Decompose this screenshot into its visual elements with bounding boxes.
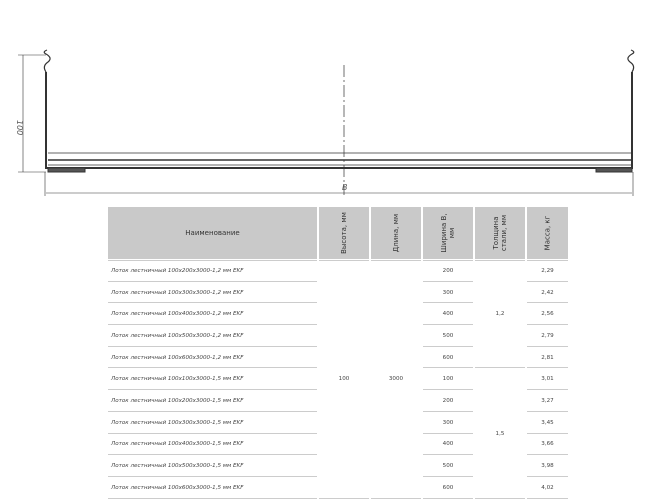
- product-name: Лоток лестничный 100х500х3000-1,2 мм EKF: [108, 326, 317, 347]
- product-name: Лоток лестничный 100х300х3000-1,2 мм EKF: [108, 282, 317, 304]
- width-value: 300: [423, 412, 473, 434]
- product-name: Лоток лестничный 100х500х3000-1,5 мм EKF: [108, 456, 317, 477]
- table-row: Лоток лестничный 100х200х3000-1,2 мм EKF…: [108, 260, 568, 499]
- width-value: 200: [423, 260, 473, 282]
- mass-value: 3,01: [527, 369, 568, 391]
- width-value: 400: [423, 434, 473, 456]
- table-row: Лоток лестничный 100х400х3000-1,5 мм EKF…: [108, 434, 568, 456]
- product-name: Лоток лестничный 100х200х3000-1,2 мм EKF: [108, 260, 317, 282]
- height-dimension-label: 100: [15, 120, 24, 135]
- table-row: Лоток лестничный 100х300х3000-1,5 мм EKF…: [108, 412, 568, 434]
- width-dimension-label: B: [342, 183, 348, 192]
- header-height: Высота, мм: [319, 207, 369, 259]
- width-value: 300: [423, 282, 473, 304]
- mass-value: 2,79: [527, 326, 568, 347]
- tray-cross-section-drawing: 100 B: [15, 49, 635, 196]
- product-name: Лоток лестничный 100х600х3000-1,2 мм EKF: [108, 347, 317, 369]
- mass-value: 2,56: [527, 304, 568, 326]
- width-value: 400: [423, 304, 473, 326]
- length-value: 3000: [371, 260, 421, 499]
- header-name: Наименование: [108, 207, 317, 259]
- product-name: Лоток лестничный 100х600х3000-1,5 мм EKF: [108, 477, 317, 499]
- height-value: 100: [319, 260, 369, 499]
- table-row: Лоток лестничный 100х500х3000-1,2 мм EKF…: [108, 326, 568, 347]
- width-value: 200: [423, 391, 473, 412]
- header-thickness: Толщина стали, мм: [475, 207, 525, 259]
- mass-value: 3,98: [527, 456, 568, 477]
- product-name: Лоток лестничный 100х400х3000-1,5 мм EKF: [108, 434, 317, 456]
- width-value: 100: [423, 369, 473, 391]
- thickness-value: 1,2: [475, 260, 525, 369]
- header-mass: Масса, кг: [527, 207, 568, 259]
- width-value: 500: [423, 326, 473, 347]
- width-value: 600: [423, 477, 473, 499]
- table-row: Лоток лестничный 100х200х3000-1,5 мм EKF…: [108, 391, 568, 412]
- width-value: 600: [423, 347, 473, 369]
- product-name: Лоток лестничный 100х100х3000-1,5 мм EKF: [108, 369, 317, 391]
- mass-value: 3,45: [527, 412, 568, 434]
- mass-value: 2,42: [527, 282, 568, 304]
- table-row: Лоток лестничный 100х300х3000-1,2 мм EKF…: [108, 282, 568, 304]
- mass-value: 2,81: [527, 347, 568, 369]
- mass-value: 4,02: [527, 477, 568, 499]
- mass-value: 3,27: [527, 391, 568, 412]
- table-row: Лоток лестничный 100х600х3000-1,2 мм EKF…: [108, 347, 568, 369]
- specs-table: Наименование Высота, мм Длина, мм Ширина…: [106, 206, 570, 500]
- table-row: Лоток лестничный 100х600х3000-1,5 мм EKF…: [108, 477, 568, 499]
- table-header-row: Наименование Высота, мм Длина, мм Ширина…: [108, 207, 568, 259]
- header-width: Ширина B, мм: [423, 207, 473, 259]
- table-row: Лоток лестничный 100х500х3000-1,5 мм EKF…: [108, 456, 568, 477]
- product-name: Лоток лестничный 100х400х3000-1,2 мм EKF: [108, 304, 317, 326]
- table-row: Лоток лестничный 100х400х3000-1,2 мм EKF…: [108, 304, 568, 326]
- product-name: Лоток лестничный 100х300х3000-1,5 мм EKF: [108, 412, 317, 434]
- mass-value: 2,29: [527, 260, 568, 282]
- thickness-value: 1,5: [475, 369, 525, 499]
- product-name: Лоток лестничный 100х200х3000-1,5 мм EKF: [108, 391, 317, 412]
- table-row: Лоток лестничный 100х100х3000-1,5 мм EKF…: [108, 369, 568, 499]
- header-length: Длина, мм: [371, 207, 421, 259]
- width-value: 500: [423, 456, 473, 477]
- mass-value: 3,66: [527, 434, 568, 456]
